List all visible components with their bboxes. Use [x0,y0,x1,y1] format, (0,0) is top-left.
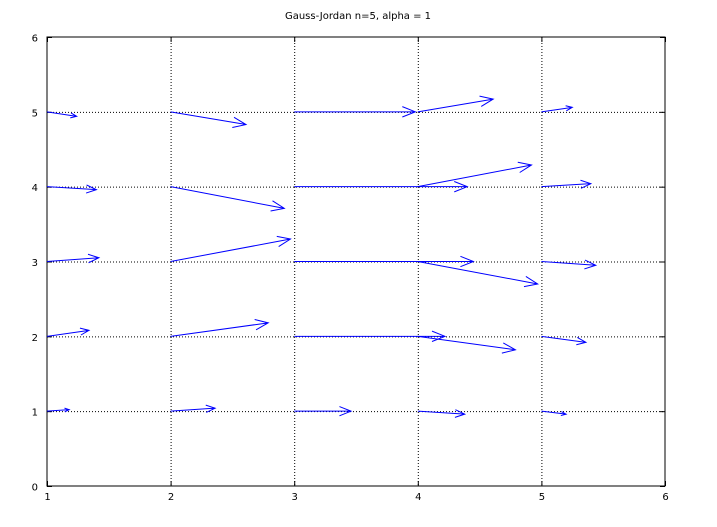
x-tick-label-2: 2 [168,492,174,503]
vector-arrow-path [294,106,417,118]
vector-arrow-2-1 [170,404,217,413]
vector-arrow-1-5 [46,111,78,119]
vector-arrow-path [417,95,495,113]
vector-arrow-path [170,319,270,337]
y-tick-label-5: 5 [32,108,38,119]
y-tick-label-1: 1 [32,408,38,419]
vector-arrow-5-1 [541,410,568,417]
chart-title: Gauss-Jordan n=5, alpha = 1 [285,11,431,22]
x-tick-label-1: 1 [44,492,50,503]
y-tick-label-4: 4 [32,183,38,194]
vector-arrow-3-4 [294,181,469,193]
x-tick-label-3: 3 [292,492,298,503]
vector-arrow-path [294,255,475,268]
vector-arrow-2-3 [170,235,292,262]
x-tick-label-4: 4 [415,492,421,503]
vector-arrow-path [46,327,91,337]
vector-arrow-4-1 [417,409,467,418]
vector-arrows [46,95,598,418]
x-tick-label-6: 6 [662,492,668,503]
vector-arrow-path [46,407,71,413]
vector-arrow-path [294,406,353,417]
x-tick-label-5: 5 [539,492,545,503]
vector-arrow-3-5 [294,106,417,118]
vector-arrow-path [170,111,248,129]
vector-arrow-1-4 [46,184,98,194]
vector-arrow-2-5 [170,111,248,129]
vector-arrow-path [417,261,540,288]
vector-arrow-4-5 [417,95,495,113]
vector-arrow-5-5 [541,105,574,113]
vector-arrow-5-2 [541,335,588,346]
y-tick-label-3: 3 [32,258,38,269]
vector-arrow-path [294,181,469,193]
vector-arrow-4-3 [417,261,540,288]
vector-arrow-path [170,235,292,262]
vector-arrow-path [541,105,574,113]
vector-arrow-path [541,259,598,270]
vector-arrow-1-2 [46,327,91,337]
vector-arrow-1-1 [46,407,71,413]
y-tick-label-6: 6 [32,34,38,45]
vector-arrow-5-3 [541,259,598,270]
vector-arrow-1-3 [46,253,101,264]
vector-arrow-path [417,409,467,418]
vector-arrow-path [541,410,568,417]
vector-arrow-5-4 [541,179,593,189]
vector-arrow-path [46,253,101,264]
vector-arrow-path [417,335,517,354]
vector-arrow-4-4 [417,161,533,188]
vector-arrow-4-2 [417,335,517,354]
vector-arrow-path [417,161,533,188]
vector-arrow-3-1 [294,406,353,417]
vector-arrow-path [46,184,98,194]
vector-arrow-3-3 [294,255,475,268]
y-tick-label-2: 2 [32,333,38,344]
vector-arrow-path [541,335,588,346]
vector-arrow-path [170,404,217,413]
vector-arrow-2-2 [170,319,270,337]
vector-arrow-path [170,186,286,212]
vector-arrow-path [46,111,78,119]
vector-arrow-2-4 [170,186,286,212]
vector-arrow-path [541,179,593,189]
y-tick-label-0: 0 [32,483,38,494]
